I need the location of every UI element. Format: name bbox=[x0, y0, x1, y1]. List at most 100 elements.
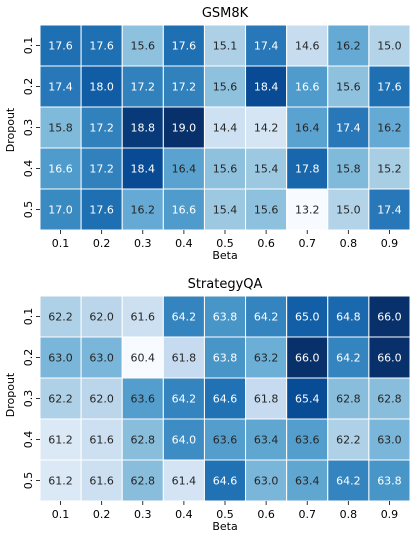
heatmap-cell bbox=[203, 295, 247, 338]
heatmap-cell-label: 17.4 bbox=[336, 122, 361, 135]
heatmap-cell-label: 17.4 bbox=[254, 40, 279, 53]
heatmap-cell bbox=[162, 106, 205, 149]
heatmap-cell-label: 17.6 bbox=[48, 40, 73, 53]
heatmap-cell-label: 63.8 bbox=[213, 311, 238, 324]
x-tick-label: 0.3 bbox=[134, 237, 152, 250]
heatmap-cell-label: 16.2 bbox=[377, 122, 402, 135]
heatmap-cell-label: 16.2 bbox=[131, 204, 156, 217]
heatmap-cell-label: 17.6 bbox=[172, 40, 197, 53]
heatmap-cell bbox=[286, 188, 329, 231]
heatmap-cell-label: 63.8 bbox=[377, 475, 402, 488]
heatmap-cell bbox=[245, 377, 288, 420]
heatmap-cell-label: 66.0 bbox=[295, 352, 320, 365]
heatmap-cell-label: 15.1 bbox=[213, 40, 238, 53]
heatmap-cell-label: 19.0 bbox=[172, 122, 197, 135]
heatmap-cell-label: 15.6 bbox=[213, 81, 238, 94]
x-tick-label: 0.1 bbox=[52, 508, 70, 521]
heatmap-cell-label: 61.2 bbox=[48, 434, 73, 447]
heatmap-cell bbox=[368, 336, 411, 379]
y-tick-label: 0.2 bbox=[22, 78, 35, 96]
heatmap-cell-label: 62.2 bbox=[336, 434, 361, 447]
heatmap-cell bbox=[368, 147, 411, 190]
heatmap-cell-label: 14.6 bbox=[295, 40, 320, 53]
heatmap-cell-label: 60.4 bbox=[131, 352, 156, 365]
heatmap-cell-label: 17.6 bbox=[89, 40, 114, 53]
heatmap-cell bbox=[162, 188, 205, 231]
heatmap-cell bbox=[286, 418, 329, 461]
heatmap-cell-label: 64.0 bbox=[172, 434, 197, 447]
heatmap-cell bbox=[39, 377, 82, 420]
heatmap-cell bbox=[327, 65, 370, 108]
x-tick-label: 0.3 bbox=[134, 508, 152, 521]
heatmap-cell-label: 65.4 bbox=[295, 393, 320, 406]
heatmap-cell-label: 15.6 bbox=[213, 163, 238, 176]
strategyqa-title: StrategyQA bbox=[188, 277, 263, 292]
heatmap-cell-label: 15.8 bbox=[336, 163, 361, 176]
heatmap-cell bbox=[162, 147, 205, 190]
heatmap-cell bbox=[121, 336, 164, 379]
heatmap-cell bbox=[80, 24, 123, 67]
x-tick-label: 0.6 bbox=[257, 237, 275, 250]
heatmap-cell-label: 63.4 bbox=[254, 434, 279, 447]
heatmap-cell bbox=[80, 147, 123, 190]
gsm8k-y-ticks: 0.1 0.2 0.3 0.4 0.5 bbox=[22, 37, 40, 218]
heatmap-cell bbox=[121, 65, 164, 108]
heatmap-cell-label: 63.0 bbox=[89, 352, 114, 365]
x-tick-label: 0.5 bbox=[216, 237, 234, 250]
heatmap-cell-label: 15.8 bbox=[48, 122, 73, 135]
heatmap-cell bbox=[245, 24, 288, 67]
heatmap-cell bbox=[80, 295, 123, 338]
heatmap-cell-label: 62.8 bbox=[131, 434, 156, 447]
heatmap-cell-label: 64.6 bbox=[213, 475, 238, 488]
heatmap-cell bbox=[39, 106, 82, 149]
heatmap-cell bbox=[39, 459, 82, 502]
heatmap-cell-label: 61.8 bbox=[254, 393, 279, 406]
x-tick-label: 0.2 bbox=[93, 237, 111, 250]
heatmap-cell-label: 63.2 bbox=[254, 352, 279, 365]
heatmap-cell-label: 17.2 bbox=[89, 163, 114, 176]
heatmap-cell-label: 15.6 bbox=[254, 204, 279, 217]
y-tick-label: 0.1 bbox=[22, 308, 35, 326]
heatmap-cell bbox=[245, 295, 288, 338]
heatmap-cell bbox=[203, 459, 247, 502]
x-tick-label: 0.4 bbox=[175, 508, 193, 521]
gsm8k-heatmap: GSM8K 17.6 17.6 15.6 17.6 15.1 17.4 14.6 16.2 15… bbox=[4, 6, 411, 262]
heatmap-cell bbox=[162, 377, 205, 420]
heatmap-cell bbox=[245, 336, 288, 379]
heatmap-cell-label: 63.6 bbox=[213, 434, 238, 447]
y-tick-label: 0.3 bbox=[22, 390, 35, 408]
x-tick-label: 0.5 bbox=[216, 508, 234, 521]
heatmap-cell-label: 63.0 bbox=[254, 475, 279, 488]
heatmap-cell-label: 65.0 bbox=[295, 311, 320, 324]
heatmap-cell-label: 18.0 bbox=[89, 81, 114, 94]
heatmap-cell bbox=[203, 65, 247, 108]
heatmap-cell-label: 64.2 bbox=[172, 393, 197, 406]
heatmap-cell-label: 16.6 bbox=[48, 163, 73, 176]
heatmap-cell-label: 14.2 bbox=[254, 122, 279, 135]
heatmap-cell-label: 61.6 bbox=[131, 311, 156, 324]
heatmap-cell bbox=[368, 459, 411, 502]
heatmap-cell-label: 61.2 bbox=[48, 475, 73, 488]
heatmap-cell bbox=[286, 65, 329, 108]
heatmap-cell-label: 63.0 bbox=[377, 434, 402, 447]
heatmap-cell-label: 66.0 bbox=[377, 311, 402, 324]
x-tick-label: 0.6 bbox=[257, 508, 275, 521]
heatmap-cell-label: 64.2 bbox=[172, 311, 197, 324]
heatmap-cell-label: 62.2 bbox=[48, 311, 73, 324]
heatmap-cell-label: 63.6 bbox=[295, 434, 320, 447]
heatmap-cell bbox=[327, 336, 370, 379]
y-tick-label: 0.5 bbox=[22, 472, 35, 490]
heatmap-cell bbox=[121, 418, 164, 461]
heatmap-cell bbox=[203, 336, 247, 379]
gsm8k-x-axis-label: Beta bbox=[212, 249, 237, 262]
heatmap-cell-label: 63.0 bbox=[48, 352, 73, 365]
strategyqa-y-axis-label: Dropout bbox=[4, 372, 17, 417]
x-tick-label: 0.9 bbox=[381, 508, 399, 521]
y-tick-label: 0.2 bbox=[22, 349, 35, 367]
x-tick-label: 0.2 bbox=[93, 508, 111, 521]
heatmap-cell-label: 63.8 bbox=[213, 352, 238, 365]
heatmap-cell bbox=[203, 377, 247, 420]
heatmap-cell-label: 14.4 bbox=[213, 122, 238, 135]
heatmap-cell-label: 16.2 bbox=[336, 40, 361, 53]
heatmap-cell bbox=[80, 106, 123, 149]
